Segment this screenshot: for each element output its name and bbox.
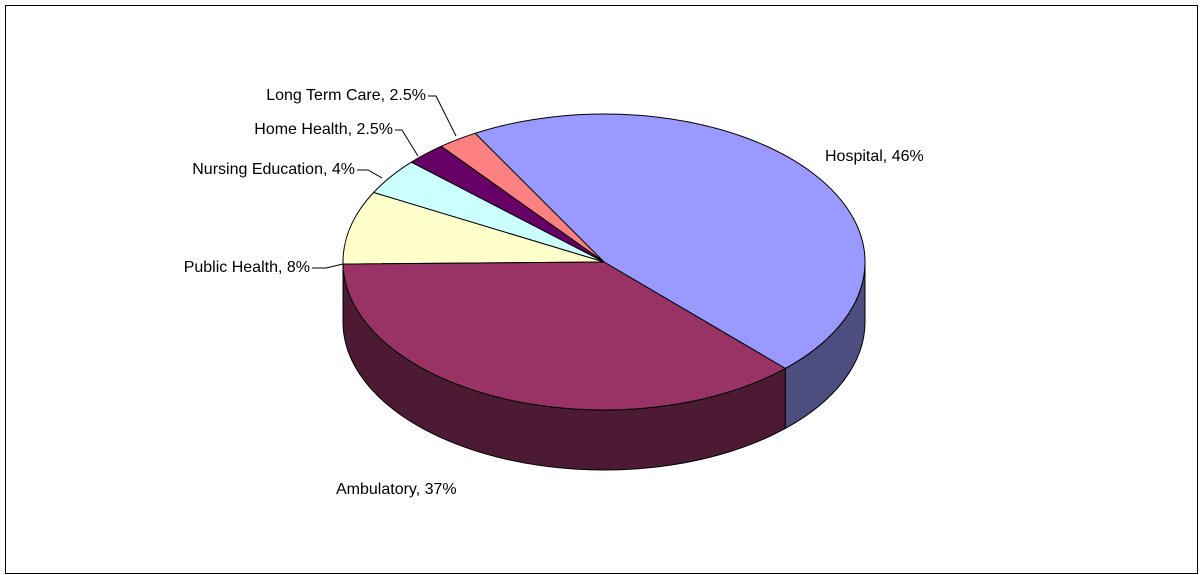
- leader-line: [357, 169, 383, 179]
- data-label: Home Health, 2.5%: [254, 121, 393, 138]
- pie-slice: [342, 261, 787, 411]
- data-label: Hospital, 46%: [825, 148, 924, 165]
- data-label: Nursing Education, 4%: [192, 161, 355, 178]
- pie-slice: [342, 191, 605, 265]
- leader-line: [312, 263, 344, 269]
- leader-line: [428, 95, 457, 137]
- data-label: Public Health, 8%: [184, 259, 310, 276]
- pie-slice: [474, 113, 866, 370]
- data-label: Long Term Care, 2.5%: [266, 87, 426, 104]
- data-label: Ambulatory, 37%: [336, 481, 457, 498]
- leader-line: [395, 129, 419, 157]
